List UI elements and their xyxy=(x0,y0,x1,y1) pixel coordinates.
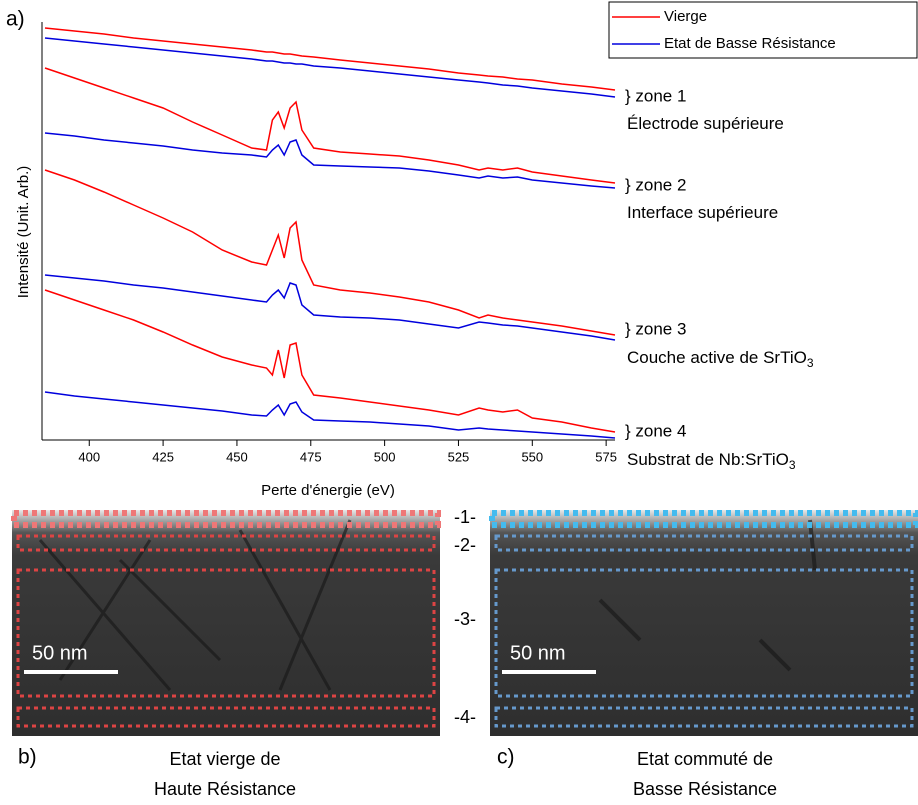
x-tick-label: 425 xyxy=(152,449,174,464)
legend-entries: Vierge Etat de Basse Résistance xyxy=(612,8,836,52)
micrograph-b: 50 nm xyxy=(11,510,441,736)
x-axis-label: Perte d'énergie (eV) xyxy=(261,482,395,499)
caption: Etat commuté de xyxy=(637,749,773,769)
x-tick-label: 525 xyxy=(448,449,470,464)
zone-description-text: Substrat de Nb:SrTiO xyxy=(627,450,789,469)
zone-marker: -1- xyxy=(454,507,476,527)
zone-box xyxy=(11,510,441,528)
spectrum-line xyxy=(44,391,616,439)
zone-description-text: Électrode supérieure xyxy=(627,114,784,133)
spectrum-line xyxy=(44,274,616,341)
zone-description-text: Couche active de SrTiO xyxy=(627,348,807,367)
zone-description: Électrode supérieure xyxy=(627,114,784,133)
zone-label: } zone 4 xyxy=(625,421,686,440)
scale-label: 50 nm xyxy=(32,642,88,664)
caption: Basse Résistance xyxy=(633,779,777,799)
defects xyxy=(598,519,817,672)
zone-label: } zone 1 xyxy=(625,86,686,105)
zone-marker: -2- xyxy=(454,535,476,555)
spectrum-line xyxy=(44,169,616,336)
zone-description-text: Interface supérieure xyxy=(627,203,778,222)
image xyxy=(12,510,440,736)
panel-label: c) xyxy=(497,746,515,769)
legend xyxy=(608,1,918,59)
legend-label: Etat de Basse Résistance xyxy=(664,35,836,52)
zone-box xyxy=(489,510,918,528)
panel-label: b) xyxy=(18,746,37,769)
spectrum-line xyxy=(44,37,616,98)
zone-marker: -3- xyxy=(454,609,476,629)
subscript: 3 xyxy=(789,458,796,472)
plot: 400 425 450 475 500 525 550 575 } zone 1 Électrod… xyxy=(44,27,814,472)
x-tick-label: 550 xyxy=(521,449,543,464)
x-tick-label: 475 xyxy=(300,449,322,464)
zone-box xyxy=(16,534,436,552)
zone-description: Interface supérieure xyxy=(627,203,778,222)
micrograph-c: 50 nm xyxy=(489,510,918,736)
spectrum-line xyxy=(44,67,616,184)
zone-box xyxy=(16,706,436,728)
defects xyxy=(38,519,352,691)
caption: Haute Résistance xyxy=(154,779,296,799)
zone-box xyxy=(494,534,914,552)
caption: Etat vierge de xyxy=(169,749,280,769)
x-tick-label: 575 xyxy=(595,449,617,464)
spectrum-line xyxy=(44,27,616,91)
spectrum-line xyxy=(44,289,616,433)
x-tick-label: 400 xyxy=(78,449,100,464)
zone-marker: -4- xyxy=(454,707,476,727)
scale-label: 50 nm xyxy=(510,642,566,664)
y-axis-label: Intensité (Unit. Arb.) xyxy=(15,166,32,299)
x-tick-label: 500 xyxy=(374,449,396,464)
x-tick-label: 450 xyxy=(226,449,248,464)
zone-description: Couche active de SrTiO3 xyxy=(627,348,814,370)
zone-box xyxy=(16,568,436,698)
subscript: 3 xyxy=(807,356,814,370)
zone-label: } zone 3 xyxy=(625,319,686,338)
panel-label: a) xyxy=(6,8,25,31)
image xyxy=(490,510,918,736)
spectrum-line xyxy=(44,132,616,189)
zone-box xyxy=(494,706,914,728)
zone-description: Substrat de Nb:SrTiO3 xyxy=(627,450,796,472)
zone-box xyxy=(494,568,914,698)
legend-label: Vierge xyxy=(664,8,707,25)
zone-label: } zone 2 xyxy=(625,175,686,194)
